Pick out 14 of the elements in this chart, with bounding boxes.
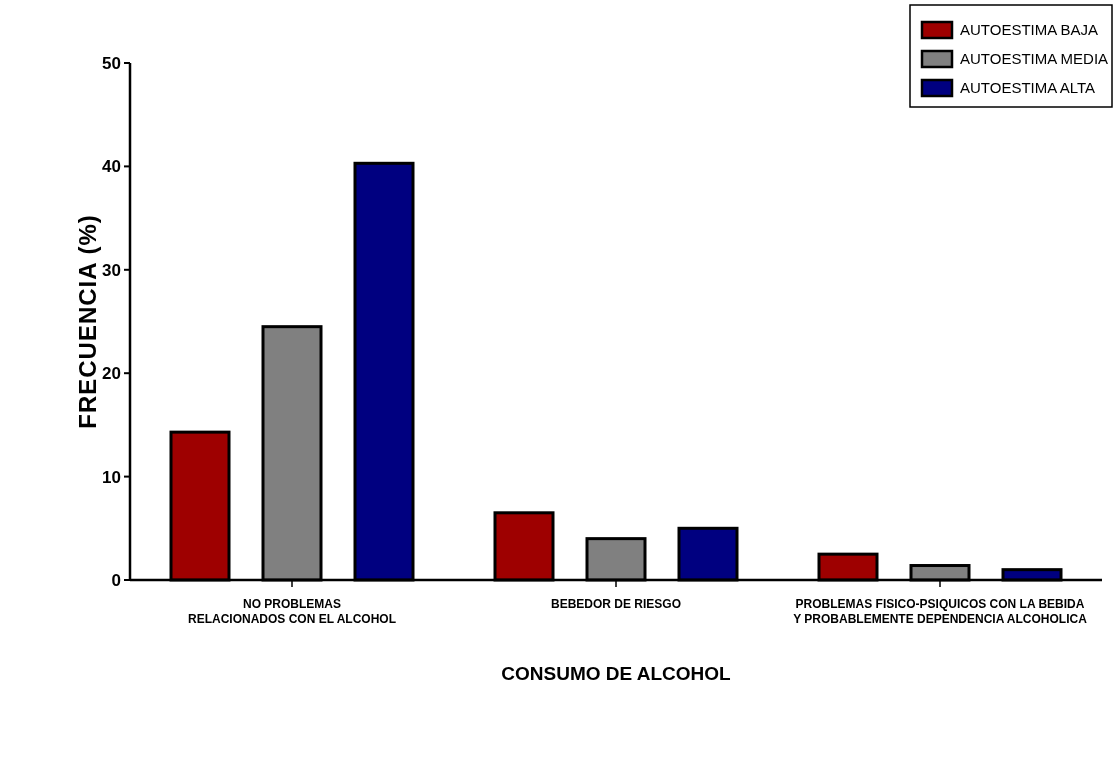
legend-label: AUTOESTIMA MEDIA	[960, 50, 1109, 68]
y-tick-label: 20	[102, 364, 121, 384]
x-axis-title: CONSUMO DE ALCOHOL	[501, 663, 732, 684]
y-tick-label: 0	[111, 570, 121, 590]
x-tick-label: BEBEDOR DE RIESGO	[550, 597, 682, 611]
y-tick-label: 50	[102, 53, 121, 73]
y-tick-label: 10	[102, 467, 121, 487]
legend-label: AUTOESTIMA BAJA	[960, 21, 1099, 39]
x-tick-label: NO PROBLEMAS RELACIONADOS CON EL ALCOHOL	[187, 597, 397, 626]
y-tick-label: 40	[102, 157, 121, 177]
x-tick-label: PROBLEMAS FISICO-PSIQUICOS CON LA BEBIDA Y PROBABLEMENTE DEPENDENCIA ALCOHOLICA	[793, 597, 1088, 626]
y-axis-title: FRECUENCIA (%)	[74, 214, 101, 429]
legend-label: AUTOESTIMA ALTA	[960, 79, 1096, 97]
y-tick-label: 30	[102, 260, 121, 280]
